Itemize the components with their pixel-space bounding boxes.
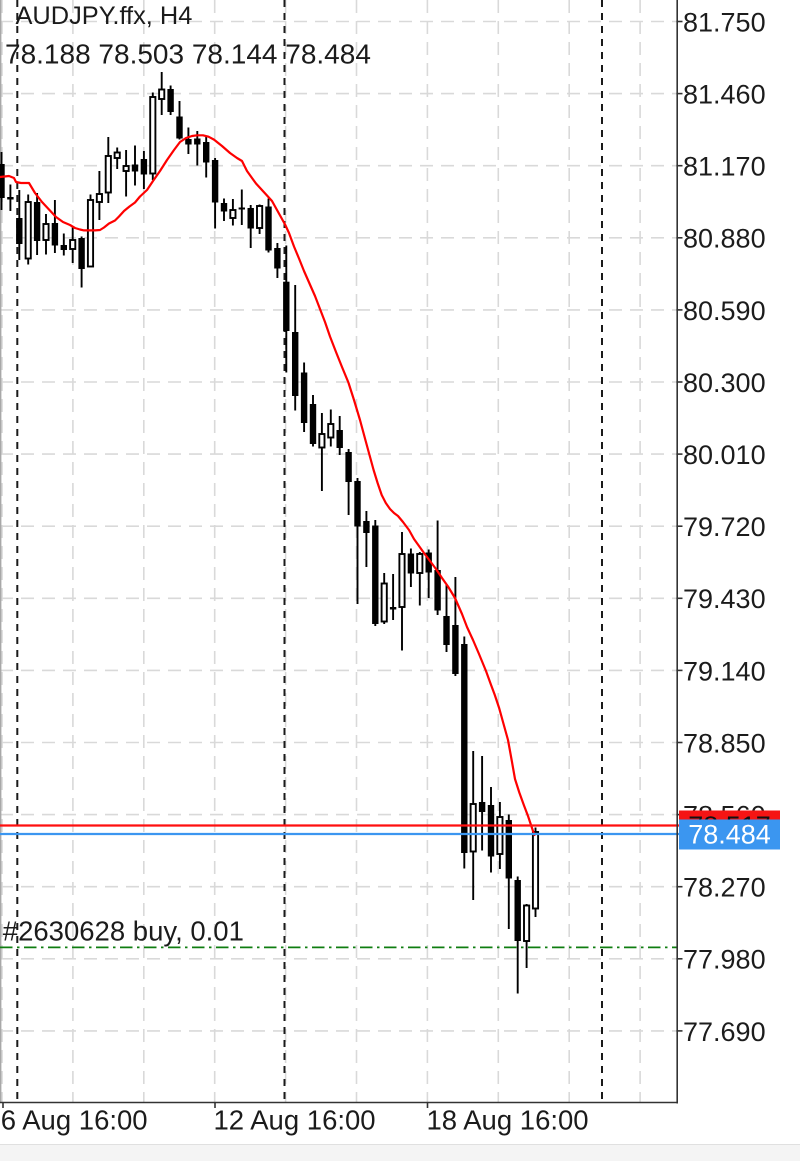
svg-text:80.010: 80.010 [683,440,766,470]
svg-text:AUDJPY.ffx, H4: AUDJPY.ffx, H4 [16,2,193,30]
svg-text:78.850: 78.850 [683,728,766,758]
svg-text:79.140: 79.140 [683,656,766,686]
svg-text:81.750: 81.750 [683,7,766,37]
svg-text:6 Aug 16:00: 6 Aug 16:00 [1,1105,148,1136]
svg-text:80.590: 80.590 [683,296,766,326]
svg-text:12 Aug 16:00: 12 Aug 16:00 [214,1105,376,1136]
svg-text:79.720: 79.720 [683,512,766,542]
svg-text:77.690: 77.690 [683,1017,766,1047]
svg-text:18 Aug 16:00: 18 Aug 16:00 [427,1105,589,1136]
svg-text:81.170: 81.170 [683,152,766,182]
svg-text:80.880: 80.880 [683,224,766,254]
svg-text:80.300: 80.300 [683,368,766,398]
svg-text:#2630628 buy, 0.01: #2630628 buy, 0.01 [3,916,244,947]
svg-text:78.484: 78.484 [688,819,771,849]
svg-text:77.980: 77.980 [683,945,766,975]
svg-text:79.430: 79.430 [683,584,766,614]
svg-text:78.270: 78.270 [683,873,766,903]
svg-text:81.460: 81.460 [683,80,766,110]
svg-text:78.188 78.503 78.144 78.484: 78.188 78.503 78.144 78.484 [5,39,371,70]
